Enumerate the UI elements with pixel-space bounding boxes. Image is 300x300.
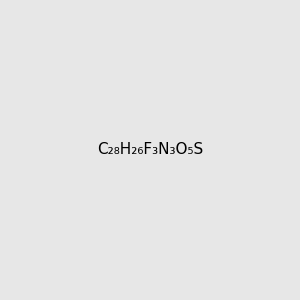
Text: C₂₈H₂₆F₃N₃O₅S: C₂₈H₂₆F₃N₃O₅S <box>97 142 203 158</box>
